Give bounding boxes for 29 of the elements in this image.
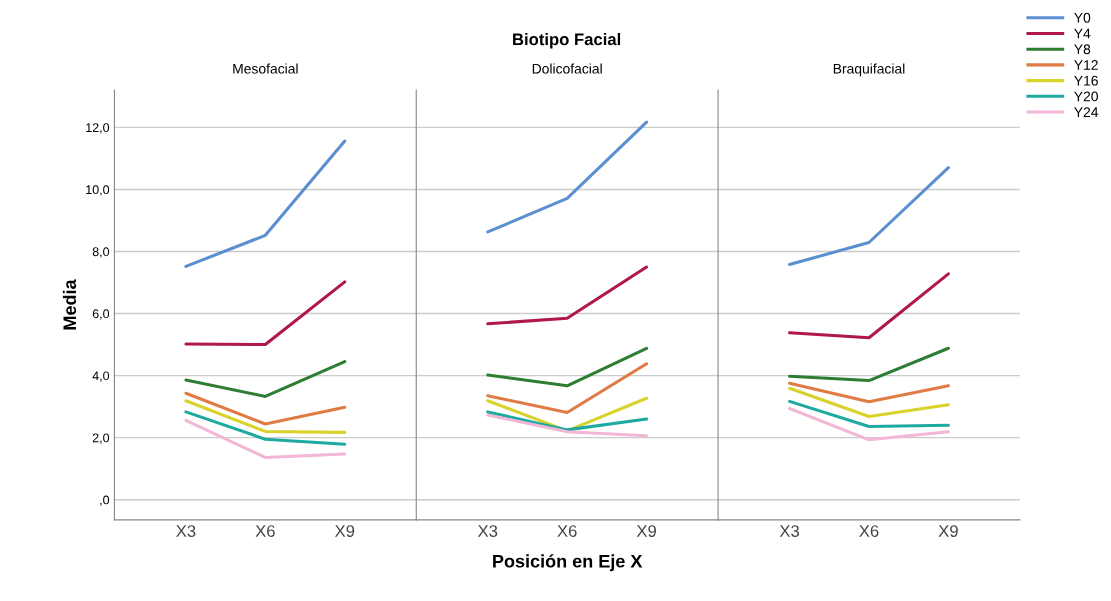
x-tick-label: X3 — [477, 525, 498, 537]
y-tick-label: 6,0 — [92, 309, 110, 320]
legend-label: Y4 — [1074, 28, 1091, 39]
x-axis-title: Posición en Eje X — [493, 554, 643, 572]
legend-label: Y12 — [1074, 60, 1098, 70]
y-tick-label: 2,0 — [92, 433, 110, 444]
legend-label: Y0 — [1074, 12, 1091, 23]
y-tick-label: 4,0 — [92, 371, 110, 382]
x-tick-label: X6 — [255, 525, 275, 537]
x-tick-label: X6 — [557, 525, 577, 537]
x-tick-label: X9 — [334, 525, 355, 537]
legend-label: Y16 — [1074, 75, 1098, 86]
chart-title: Mesofacial — [233, 63, 298, 74]
legend-label: Y24 — [1074, 107, 1099, 117]
chart-title: Braquifacial — [833, 63, 905, 77]
y-axis-title: Media — [62, 279, 77, 330]
y-tick-label: 12,0 — [86, 123, 110, 134]
y-tick-label: ,0 — [100, 495, 110, 506]
text: Biotipo Facial — [513, 33, 621, 49]
chart-title: Dolicofacial — [532, 63, 602, 74]
x-tick-label: X3 — [779, 525, 800, 537]
y-tick-label: 10,0 — [86, 185, 110, 196]
legend-label: Y8 — [1074, 44, 1091, 55]
x-tick-label: X9 — [636, 525, 656, 537]
x-tick-label: X6 — [859, 525, 879, 537]
y-tick-label: 8,0 — [92, 247, 110, 258]
legend-label: Y20 — [1074, 91, 1098, 102]
x-tick-label: X9 — [938, 525, 958, 537]
x-tick-label: X3 — [176, 525, 196, 537]
